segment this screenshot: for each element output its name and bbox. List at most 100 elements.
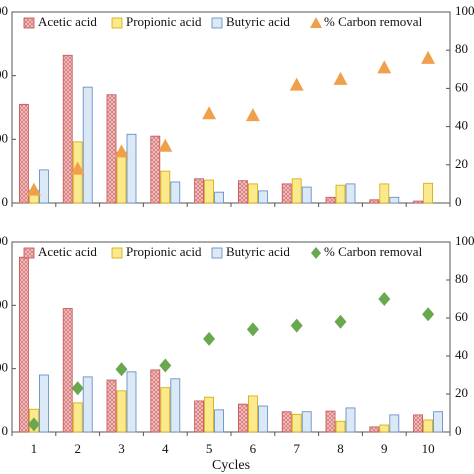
marker — [70, 161, 85, 175]
x-tick-label: 3 — [118, 441, 125, 456]
bar-hatch — [238, 180, 248, 203]
bar — [423, 182, 434, 204]
bar — [39, 169, 49, 204]
bar — [291, 178, 302, 204]
bar — [214, 409, 225, 433]
legend-label: % Carbon removal — [324, 244, 423, 259]
marker — [115, 362, 128, 377]
bar — [126, 133, 137, 204]
bar — [345, 183, 356, 204]
bar — [160, 387, 171, 433]
y-tick-label: 300 — [0, 233, 8, 248]
bar — [214, 191, 225, 204]
y2-tick-label: 20 — [455, 156, 468, 171]
bar — [335, 184, 346, 204]
x-tick-label: 9 — [381, 441, 388, 456]
marker — [245, 108, 260, 122]
y2-tick-label: 100 — [455, 233, 474, 248]
bar-hatch — [238, 404, 248, 432]
y2-tick-label: 0 — [455, 423, 462, 438]
x-tick-label: 7 — [293, 441, 300, 456]
x-axis-label: Cycles — [212, 458, 250, 473]
y-tick-label: 300 — [0, 3, 8, 18]
marker — [246, 322, 259, 337]
legend-label: Butyric acid — [226, 14, 290, 29]
x-tick-label: 4 — [162, 441, 169, 456]
bar — [116, 390, 127, 433]
bar — [204, 396, 215, 433]
legend-swatch — [211, 17, 223, 29]
bar — [204, 179, 215, 204]
bar — [257, 405, 268, 433]
bar — [345, 407, 356, 433]
legend-swatch — [111, 247, 123, 259]
y-tick-label: 100 — [0, 360, 8, 375]
bar — [247, 183, 258, 204]
bar — [116, 151, 127, 204]
bar-hatch — [413, 201, 423, 203]
bar — [379, 424, 390, 433]
legend-label: Propionic acid — [126, 14, 202, 29]
bar-hatch — [282, 411, 292, 432]
y2-tick-label: 20 — [455, 385, 468, 400]
legend-swatch — [211, 247, 223, 259]
y2-tick-label: 60 — [455, 309, 468, 324]
marker — [158, 138, 173, 152]
marker — [290, 318, 303, 333]
bar — [82, 376, 93, 433]
y-tick-label: 0 — [2, 194, 9, 209]
marker — [422, 307, 435, 322]
marker — [289, 77, 304, 91]
bar-hatch — [107, 380, 116, 432]
bar-hatch — [194, 178, 204, 203]
x-tick-label: 6 — [250, 441, 257, 456]
y-tick-label: 100 — [0, 130, 8, 145]
bar-hatch — [63, 308, 73, 432]
y2-tick-label: 80 — [455, 271, 468, 286]
legend-swatch — [311, 247, 321, 259]
bar-hatch — [413, 414, 423, 432]
bar-hatch — [63, 55, 73, 203]
bar-hatch — [107, 94, 116, 203]
bar-hatch — [150, 369, 160, 432]
bar — [301, 186, 312, 204]
marker — [421, 50, 436, 64]
legend-label: Propionic acid — [126, 244, 202, 259]
marker — [27, 417, 40, 432]
bar — [247, 395, 258, 433]
bar — [126, 371, 137, 433]
y2-tick-label: 40 — [455, 118, 468, 133]
x-tick-label: 8 — [337, 441, 344, 456]
marker — [333, 71, 348, 85]
bar-hatch — [19, 257, 29, 432]
bar — [170, 378, 181, 433]
legend-swatch — [310, 17, 322, 28]
marker — [159, 358, 172, 373]
bar — [160, 170, 171, 204]
y-tick-label: 0 — [2, 423, 9, 438]
y2-tick-label: 40 — [455, 347, 468, 362]
marker — [26, 182, 41, 196]
bar — [301, 411, 312, 433]
bar — [291, 413, 302, 433]
bar — [335, 420, 346, 433]
marker — [203, 331, 216, 346]
bar — [170, 181, 181, 204]
y2-tick-label: 80 — [455, 41, 468, 56]
marker — [378, 292, 391, 306]
bar-hatch — [326, 197, 335, 203]
bar-hatch — [326, 411, 335, 432]
bar-hatch — [19, 104, 29, 203]
x-tick-label: 10 — [422, 441, 435, 456]
legend-swatch — [111, 17, 123, 29]
legend-hatch — [24, 248, 34, 258]
legend-hatch — [24, 18, 34, 28]
y2-tick-label: 60 — [455, 79, 468, 94]
marker — [202, 106, 217, 120]
bar — [389, 414, 400, 433]
bar — [423, 419, 434, 433]
bar — [433, 411, 444, 433]
legend-label: Butyric acid — [226, 244, 290, 259]
bar-hatch — [369, 426, 379, 432]
